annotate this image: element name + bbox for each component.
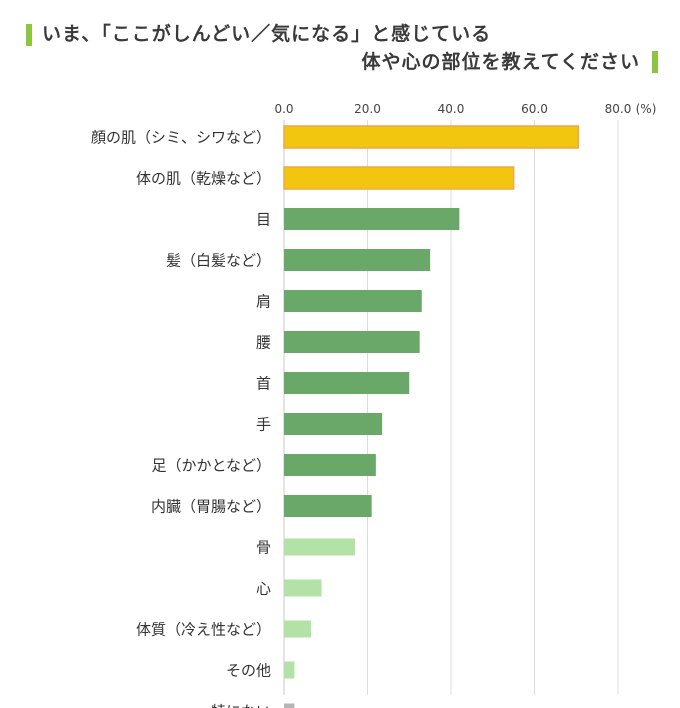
bar [284,249,431,271]
category-label: 首 [256,375,271,393]
bar [284,495,372,517]
title-accent-bar-right [652,51,658,73]
bar [284,620,312,638]
bar [284,661,295,679]
category-label: 目 [256,211,271,229]
category-label: 髪（白髪など） [166,252,271,270]
bar [284,372,410,394]
category-label: 特にない [211,703,271,708]
bar [284,579,322,597]
category-label: 体質（冷え性など） [136,621,271,639]
category-label: 足（かかとなど） [151,457,271,475]
chart-title-line-2: 体や心の部位を教えてください [361,51,640,73]
bar [284,290,422,312]
category-label: 骨 [256,539,271,557]
category-label: その他 [226,662,271,680]
chart-title-line-1: いま、「ここがしんどい／気になる」と感じている [42,23,492,45]
title-accent-bar-left [26,24,32,46]
x-tick-label: 80.0 [605,102,632,116]
x-axis-unit: (%) [636,102,657,116]
x-tick-label: 60.0 [521,102,548,116]
bar [284,703,295,708]
bar [283,166,515,190]
x-tick-label: 20.0 [354,102,381,116]
category-label: 手 [256,416,271,434]
category-label: 内臓（胃腸など） [151,498,271,516]
bar [284,538,355,556]
bar [284,454,376,476]
bar [284,331,420,353]
x-tick-label: 40.0 [438,102,465,116]
category-label: 心 [256,580,271,598]
x-tick-label: 0.0 [274,102,293,116]
bar [284,208,460,230]
bar [284,413,383,435]
category-label: 腰 [256,334,271,352]
bar [283,125,580,149]
category-label: 肩 [256,293,271,311]
category-label: 体の肌（乾燥など） [136,170,271,188]
category-label: 顔の肌（シミ、シワなど） [91,129,271,147]
